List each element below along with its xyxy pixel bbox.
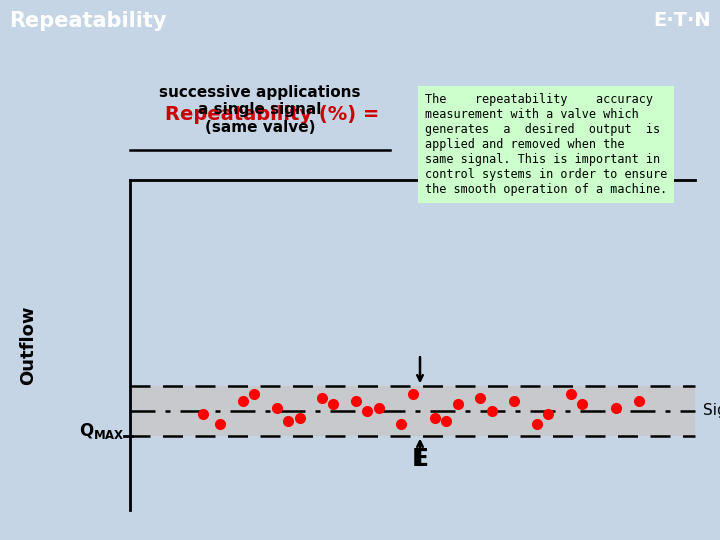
Text: $\mathbf{Q_{MAX}}$: $\mathbf{Q_{MAX}}$ — [79, 421, 125, 441]
Text: E: E — [462, 108, 479, 132]
Text: Signal: Signal — [703, 403, 720, 418]
Text: Repeatability: Repeatability — [9, 11, 166, 31]
Text: successive applications
a single signal
(same valve): successive applications a single signal … — [159, 85, 361, 135]
Text: x  100: x 100 — [525, 105, 602, 125]
Text: E: E — [412, 447, 428, 471]
Text: E·T·N: E·T·N — [654, 11, 711, 30]
Text: Repeatability (%) =: Repeatability (%) = — [165, 105, 379, 124]
Text: Outflow: Outflow — [19, 305, 37, 384]
Text: MAX: MAX — [490, 114, 518, 124]
Text: The    repeatability    accuracy
measurement with a valve which
generates  a  de: The repeatability accuracy measurement w… — [425, 93, 667, 196]
Bar — [130, 386, 695, 436]
Text: Q: Q — [456, 120, 472, 139]
